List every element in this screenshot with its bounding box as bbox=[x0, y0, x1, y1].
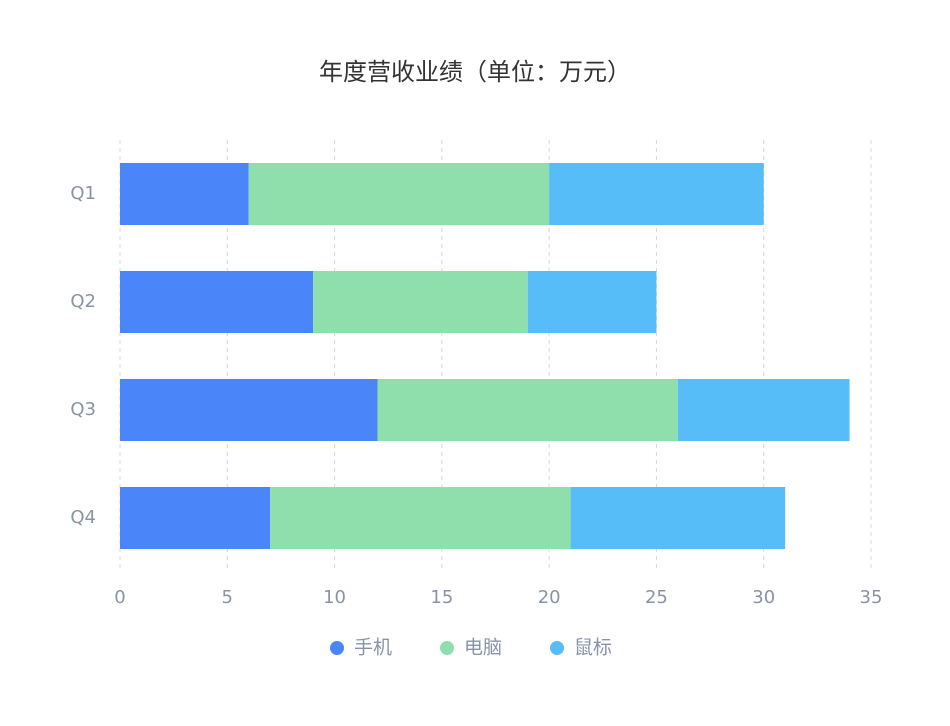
y-tick-label: Q4 bbox=[70, 507, 96, 528]
legend-marker bbox=[330, 641, 344, 655]
y-tick-label: Q3 bbox=[70, 399, 96, 420]
legend-marker bbox=[550, 641, 564, 655]
bar-segment bbox=[313, 271, 528, 333]
bar-segment bbox=[549, 163, 764, 225]
x-tick-label: 30 bbox=[752, 587, 775, 608]
legend-label: 鼠标 bbox=[574, 637, 612, 659]
bar-segment bbox=[120, 487, 271, 549]
x-tick-label: 35 bbox=[860, 587, 883, 608]
bar-segment bbox=[570, 487, 786, 549]
legend-label: 电脑 bbox=[464, 637, 502, 659]
y-tick-label: Q2 bbox=[70, 291, 96, 312]
y-tick-label: Q1 bbox=[70, 183, 96, 204]
chart-title: 年度营收业绩（单位：万元） bbox=[319, 58, 631, 86]
bar-segment bbox=[677, 379, 850, 441]
bar-segment bbox=[120, 271, 314, 333]
bar-segment bbox=[377, 379, 678, 441]
bar-segment bbox=[248, 163, 550, 225]
x-tick-label: 10 bbox=[323, 587, 346, 608]
bar-segment bbox=[120, 379, 378, 441]
bar-segment bbox=[120, 163, 249, 225]
x-tick-label: 20 bbox=[538, 587, 561, 608]
bar-segment bbox=[527, 271, 657, 333]
x-tick-label: 0 bbox=[114, 587, 125, 608]
x-tick-label: 25 bbox=[645, 587, 668, 608]
bar-segment bbox=[270, 487, 571, 549]
x-tick-label: 5 bbox=[222, 587, 233, 608]
legend-label: 手机 bbox=[354, 637, 392, 659]
x-tick-label: 15 bbox=[430, 587, 453, 608]
legend-marker bbox=[440, 641, 454, 655]
